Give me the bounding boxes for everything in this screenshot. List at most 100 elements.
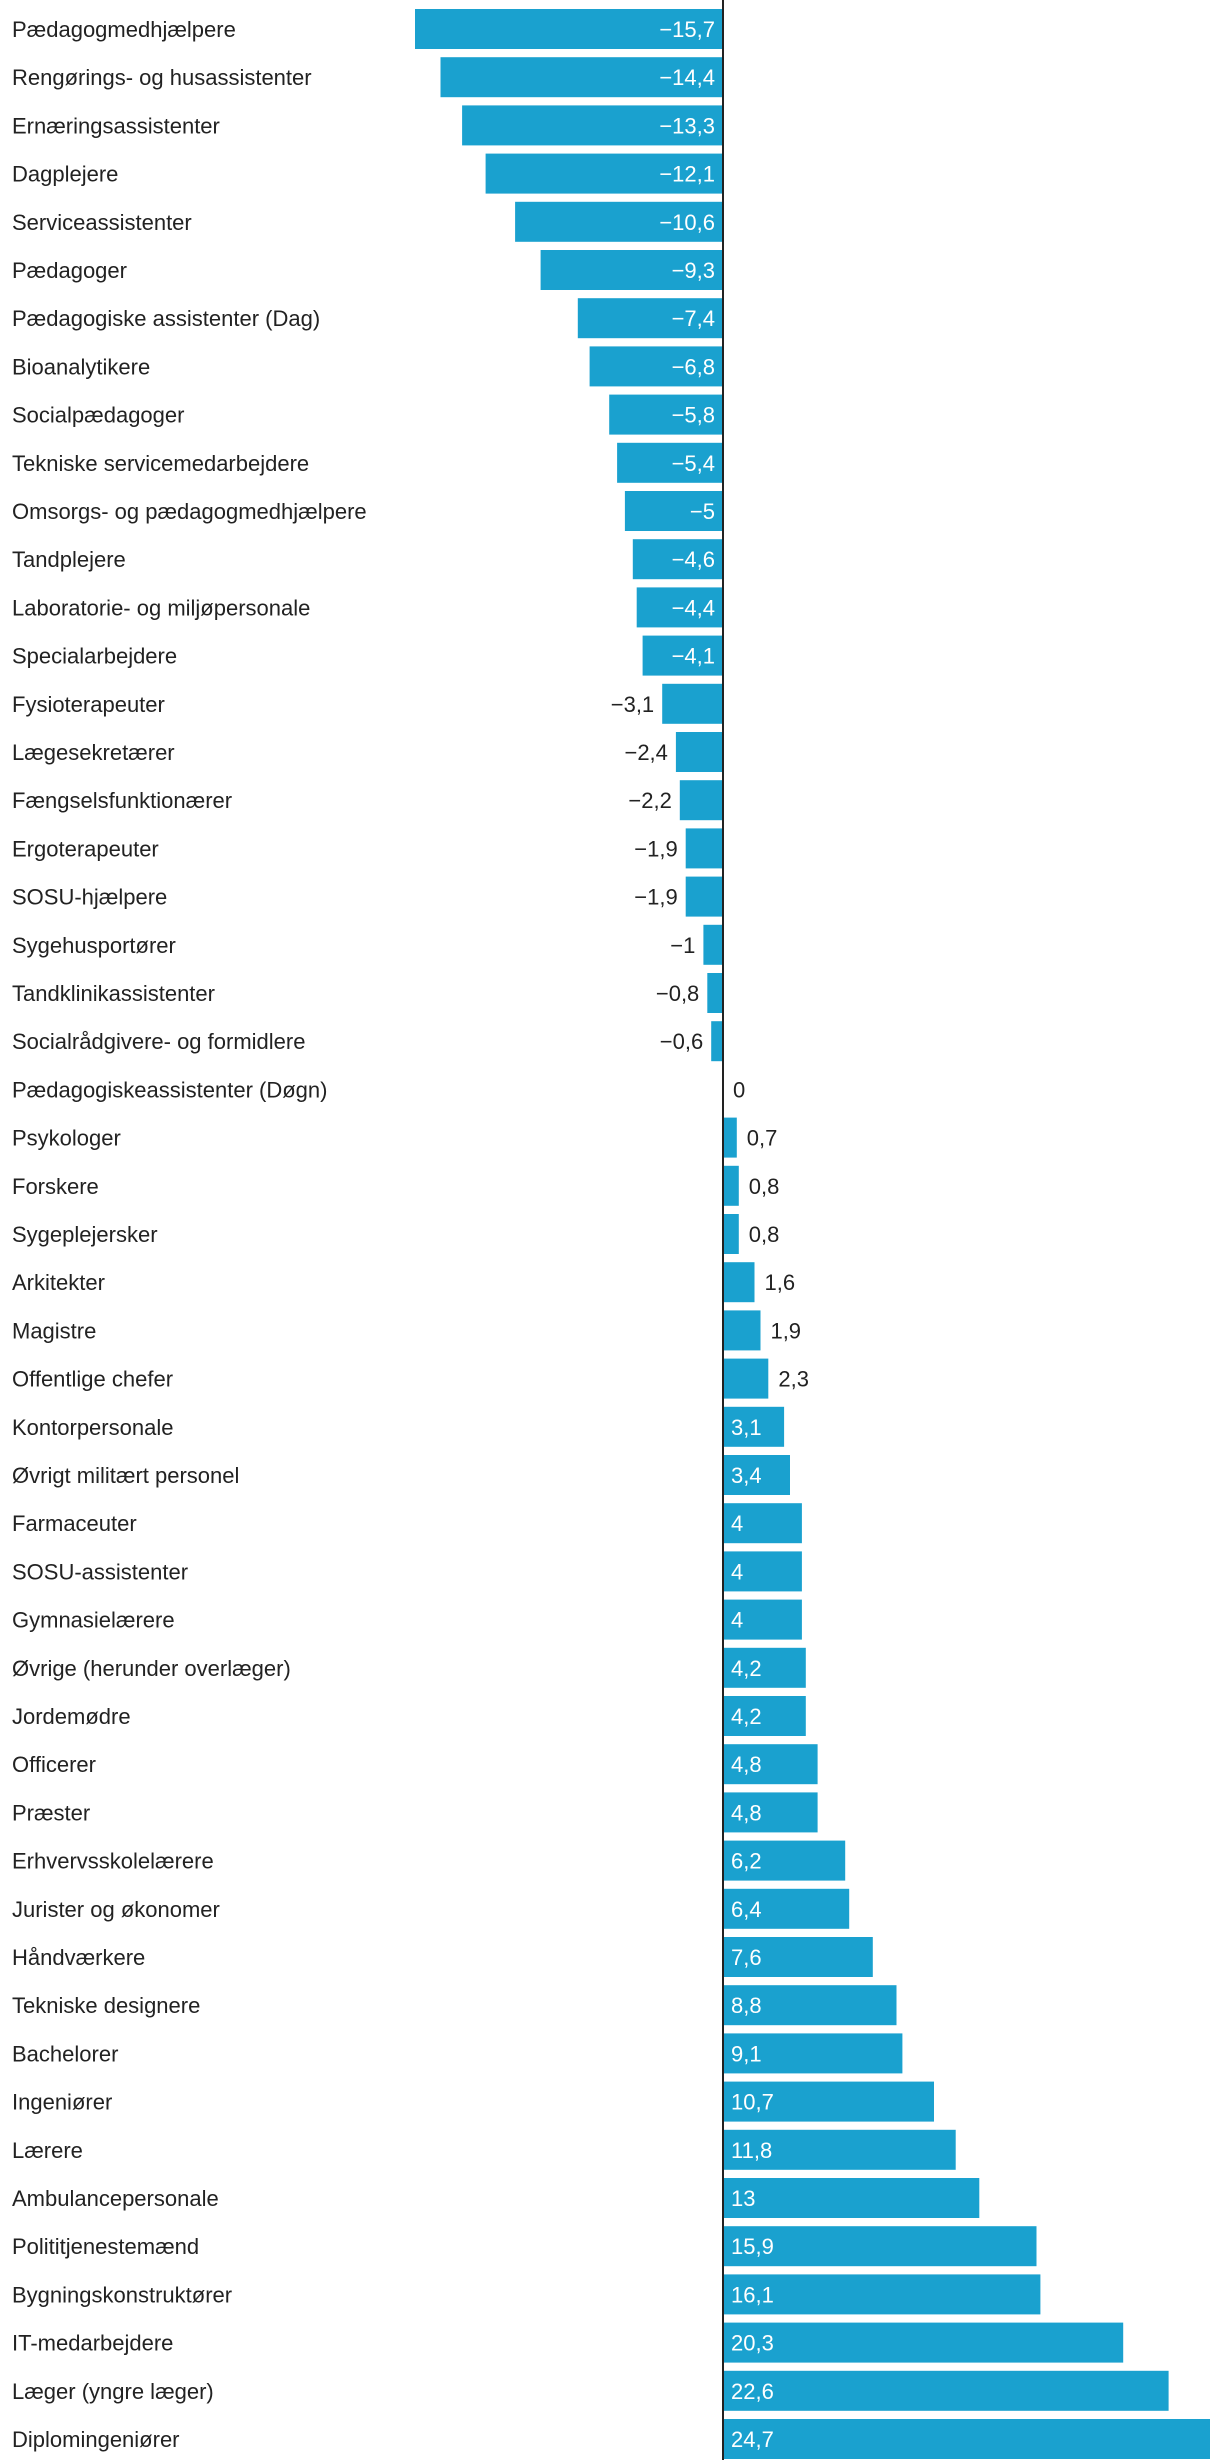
category-label-arkitekter: Arkitekter xyxy=(12,1270,105,1295)
category-label-laeger-yngre-laeger: Læger (yngre læger) xyxy=(12,2379,214,2404)
category-label-rengoerings-og-husassistenter: Rengørings- og husassistenter xyxy=(12,65,312,90)
category-label-forskere: Forskere xyxy=(12,1174,99,1199)
value-label-tekniske-designere: 8,8 xyxy=(731,1993,762,2018)
category-label-dagplejere: Dagplejere xyxy=(12,162,118,187)
category-label-bioanalytikere: Bioanalytikere xyxy=(12,354,150,379)
value-label-oevrige-herunder-overlaeger: 4,2 xyxy=(731,1656,762,1681)
value-label-tandklinikassistenter: −0,8 xyxy=(656,981,699,1006)
bar-jordemoedre xyxy=(723,1696,806,1736)
value-label-ambulancepersonale: 13 xyxy=(731,2186,755,2211)
value-label-socialpaedagoger: −5,8 xyxy=(672,403,715,428)
category-label-bachelorer: Bachelorer xyxy=(12,2041,118,2066)
bar-rengoerings-og-husassistenter xyxy=(440,57,723,98)
value-label-paedagogmedhjaelpere: −15,7 xyxy=(659,17,715,42)
bar-forskere xyxy=(723,1165,739,1206)
bar-bygningskonstruktoerer xyxy=(723,2274,1041,2315)
category-label-bygningskonstruktoerer: Bygningskonstruktører xyxy=(12,2282,232,2307)
category-label-tekniske-designere: Tekniske designere xyxy=(12,1993,200,2018)
category-label-ambulancepersonale: Ambulancepersonale xyxy=(12,2186,219,2211)
bar-faengselsfunktionaerer xyxy=(679,780,723,821)
value-label-praester: 4,8 xyxy=(731,1800,762,1825)
category-label-ingenioerer: Ingeniører xyxy=(12,2090,112,2115)
category-label-polititjenestemaend: Polititjenestemænd xyxy=(12,2234,199,2259)
value-label-haandvaerkere: 7,6 xyxy=(731,1945,762,1970)
value-label-jordemoedre: 4,2 xyxy=(731,1704,762,1729)
value-label-ernaeringsassistenter: −13,3 xyxy=(659,113,715,138)
value-label-sygeplejersker: 0,8 xyxy=(749,1222,780,1247)
bar-laeger-yngre-laeger xyxy=(723,2370,1169,2411)
value-label-tandplejere: −4,6 xyxy=(672,547,715,572)
category-label-sosu-assistenter: SOSU-assistenter xyxy=(12,1559,188,1584)
bar-serviceassistenter xyxy=(515,201,723,242)
value-label-laboratorie-og-miljoepersonale: −4,4 xyxy=(672,595,715,620)
value-label-specialarbejdere: −4,1 xyxy=(672,644,715,669)
bar-ernaeringsassistenter xyxy=(462,105,723,146)
bar-farmaceuter xyxy=(723,1503,802,1544)
bar-tekniske-designere xyxy=(723,1985,897,2026)
category-label-kontorpersonale: Kontorpersonale xyxy=(12,1415,173,1440)
category-label-sygeplejersker: Sygeplejersker xyxy=(12,1222,158,1247)
value-label-ingenioerer: 10,7 xyxy=(731,2090,774,2115)
category-label-farmaceuter: Farmaceuter xyxy=(12,1511,137,1536)
bar-officerer xyxy=(723,1744,818,1785)
value-label-it-medarbejdere: 20,3 xyxy=(731,2331,774,2356)
category-label-ergoterapeuter: Ergoterapeuter xyxy=(12,836,159,861)
value-label-sosu-hjaelpere: −1,9 xyxy=(634,885,677,910)
value-label-magistre: 1,9 xyxy=(770,1318,801,1343)
category-label-sosu-hjaelpere: SOSU-hjælpere xyxy=(12,885,167,910)
bar-gymnasielaerere xyxy=(723,1599,802,1640)
value-label-bygningskonstruktoerer: 16,1 xyxy=(731,2282,774,2307)
bar-laboratorie-og-miljoepersonale xyxy=(636,587,723,628)
category-label-praester: Præster xyxy=(12,1800,90,1825)
bar-socialpaedagoger xyxy=(609,394,723,435)
category-label-gymnasielaerere: Gymnasielærere xyxy=(12,1608,175,1633)
category-label-specialarbejdere: Specialarbejdere xyxy=(12,644,177,669)
category-label-oevrigt-militaert-personel: Øvrigt militært personel xyxy=(12,1463,239,1488)
category-label-offentlige-chefer: Offentlige chefer xyxy=(12,1367,173,1392)
bar-ingenioerer xyxy=(723,2081,934,2122)
bar-haandvaerkere xyxy=(723,1937,873,1977)
value-label-sosu-assistenter: 4 xyxy=(731,1559,743,1584)
bar-oevrige-herunder-overlaeger xyxy=(723,1647,806,1688)
category-label-oevrige-herunder-overlaeger: Øvrige (herunder overlæger) xyxy=(12,1656,291,1681)
category-label-tandklinikassistenter: Tandklinikassistenter xyxy=(12,981,215,1006)
category-label-laboratorie-og-miljoepersonale: Laboratorie- og miljøpersonale xyxy=(12,595,310,620)
category-label-fysioterapeuter: Fysioterapeuter xyxy=(12,692,165,717)
bar-sygeplejersker xyxy=(723,1214,739,1254)
bar-sosu-assistenter xyxy=(723,1551,802,1592)
bar-ambulancepersonale xyxy=(723,2178,980,2218)
value-label-ergoterapeuter: −1,9 xyxy=(634,836,677,861)
category-label-paedagogmedhjaelpere: Pædagogmedhjælpere xyxy=(12,17,236,42)
bar-dagplejere xyxy=(485,153,723,194)
category-label-haandvaerkere: Håndværkere xyxy=(12,1945,145,1970)
category-label-jordemoedre: Jordemødre xyxy=(12,1704,131,1729)
value-label-jurister-og-oekonomer: 6,4 xyxy=(731,1897,762,1922)
value-label-oevrigt-militaert-personel: 3,4 xyxy=(731,1463,762,1488)
bar-bioanalytikere xyxy=(589,346,723,387)
bar-ergoterapeuter xyxy=(685,828,723,869)
category-label-paedagogiskeassistenter-doegn: Pædagogiskeassistenter (Døgn) xyxy=(12,1077,327,1102)
category-label-jurister-og-oekonomer: Jurister og økonomer xyxy=(12,1897,220,1922)
value-label-faengselsfunktionaerer: −2,2 xyxy=(628,788,671,813)
category-label-tandplejere: Tandplejere xyxy=(12,547,126,572)
bar-sosu-hjaelpere xyxy=(685,876,723,917)
category-label-omsorgs-og-paedagogmedhjaelpere: Omsorgs- og pædagogmedhjælpere xyxy=(12,499,367,524)
value-label-tekniske-servicemedarbejdere: −5,4 xyxy=(672,451,715,476)
category-label-faengselsfunktionaerer: Fængselsfunktionærer xyxy=(12,788,232,813)
bar-specialarbejdere xyxy=(642,635,723,676)
category-label-socialpaedagoger: Socialpædagoger xyxy=(12,403,184,428)
category-label-tekniske-servicemedarbejdere: Tekniske servicemedarbejdere xyxy=(12,451,309,476)
value-label-paedagogiske-assistenter-dag: −7,4 xyxy=(672,306,715,331)
value-label-polititjenestemaend: 15,9 xyxy=(731,2234,774,2259)
category-label-sygehusportoerer: Sygehusportører xyxy=(12,933,176,958)
category-label-it-medarbejdere: IT-medarbejdere xyxy=(12,2331,173,2356)
value-label-rengoerings-og-husassistenter: −14,4 xyxy=(659,65,715,90)
category-label-paedagogiske-assistenter-dag: Pædagogiske assistenter (Dag) xyxy=(12,306,320,331)
bar-praester xyxy=(723,1792,818,1833)
value-label-dagplejere: −12,1 xyxy=(659,162,715,187)
category-label-psykologer: Psykologer xyxy=(12,1126,121,1151)
value-label-gymnasielaerere: 4 xyxy=(731,1608,743,1633)
value-label-socialraadgivere-og-formidlere: −0,6 xyxy=(660,1029,703,1054)
value-label-bachelorer: 9,1 xyxy=(731,2041,762,2066)
category-label-magistre: Magistre xyxy=(12,1318,96,1343)
